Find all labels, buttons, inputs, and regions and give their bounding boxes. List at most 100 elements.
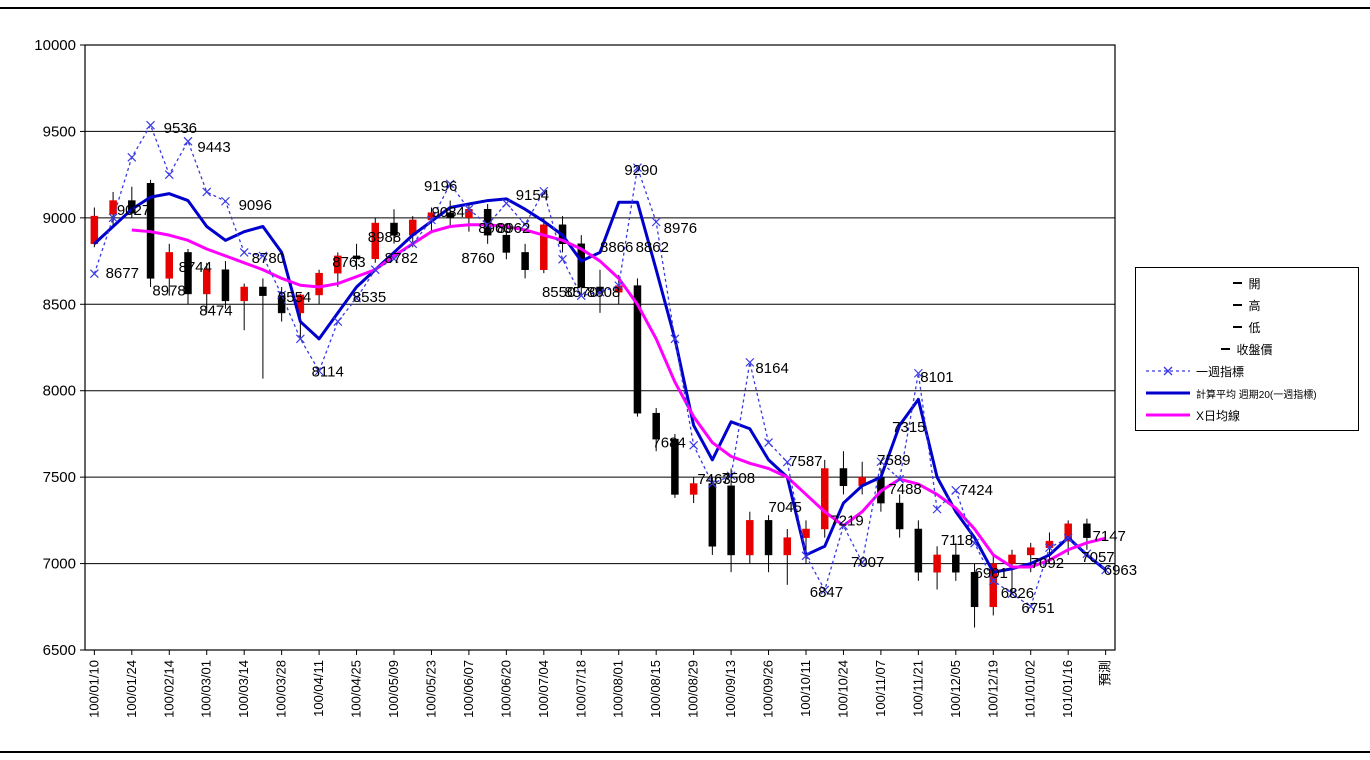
svg-text:9000: 9000: [43, 210, 76, 227]
svg-text:8000: 8000: [43, 383, 76, 400]
svg-text:9096: 9096: [239, 197, 272, 214]
legend-item-close: 收盤價: [1138, 339, 1356, 359]
svg-text:9290: 9290: [624, 162, 657, 179]
legend-label-high: 高: [1248, 298, 1261, 313]
svg-text:6500: 6500: [43, 642, 76, 659]
svg-text:100/12/19: 100/12/19: [985, 660, 1000, 718]
legend-item-moving-average: X日均線: [1138, 405, 1356, 425]
magenta-line-sample-icon: [1146, 413, 1190, 417]
svg-text:8474: 8474: [199, 302, 232, 319]
high-marker-icon: [1233, 304, 1243, 306]
svg-text:8554: 8554: [278, 289, 311, 306]
svg-text:100/03/28: 100/03/28: [274, 660, 289, 718]
svg-text:100/04/25: 100/04/25: [349, 660, 364, 718]
svg-text:8744: 8744: [179, 259, 212, 276]
svg-text:8500: 8500: [43, 296, 76, 313]
svg-text:100/07/18: 100/07/18: [573, 660, 588, 718]
svg-text:8164: 8164: [755, 360, 788, 377]
svg-text:7000: 7000: [43, 556, 76, 573]
svg-text:100/09/26: 100/09/26: [761, 660, 776, 718]
legend-label-moving-average: X日均線: [1196, 408, 1241, 423]
svg-text:7463: 7463: [697, 471, 730, 488]
svg-text:100/03/01: 100/03/01: [199, 660, 214, 718]
svg-text:8866: 8866: [600, 239, 633, 256]
svg-text:7500: 7500: [43, 469, 76, 486]
svg-text:100/06/07: 100/06/07: [461, 660, 476, 718]
svg-text:7007: 7007: [851, 554, 884, 571]
svg-text:7589: 7589: [877, 452, 910, 469]
svg-text:8114: 8114: [312, 364, 344, 381]
svg-text:9154: 9154: [516, 187, 549, 204]
legend-item-open: 開: [1138, 273, 1356, 293]
svg-text:100/04/11: 100/04/11: [311, 660, 326, 717]
svg-text:8535: 8535: [353, 289, 386, 306]
svg-text:6826: 6826: [1001, 585, 1034, 602]
bottom-rule: [0, 751, 1370, 753]
svg-text:9027: 9027: [117, 202, 150, 219]
svg-text:100/06/20: 100/06/20: [498, 660, 513, 718]
svg-text:9500: 9500: [43, 123, 76, 140]
svg-text:9443: 9443: [197, 139, 230, 156]
svg-text:8550: 8550: [542, 284, 575, 301]
legend-label-low: 低: [1248, 320, 1261, 335]
svg-text:7147: 7147: [1093, 528, 1126, 545]
svg-text:6751: 6751: [1021, 600, 1054, 617]
svg-text:9084: 9084: [431, 204, 464, 221]
svg-text:100/10/11: 100/10/11: [798, 660, 813, 717]
svg-text:101/01/16: 101/01/16: [1060, 660, 1075, 718]
low-marker-icon: [1233, 326, 1243, 328]
open-marker-icon: [1233, 282, 1243, 284]
svg-text:預測: 預測: [1098, 660, 1113, 686]
legend-item-low: 低: [1138, 317, 1356, 337]
svg-text:100/08/01: 100/08/01: [611, 660, 626, 718]
svg-text:100/08/15: 100/08/15: [648, 660, 663, 718]
svg-text:8760: 8760: [461, 250, 494, 267]
legend-item-weekly-indicator: 一週指標: [1138, 361, 1356, 381]
svg-text:7587: 7587: [789, 453, 822, 470]
svg-text:8677: 8677: [106, 265, 139, 282]
svg-text:10000: 10000: [34, 37, 76, 54]
svg-text:100/05/23: 100/05/23: [423, 660, 438, 718]
svg-text:8570: 8570: [564, 284, 597, 301]
svg-text:9196: 9196: [424, 178, 457, 195]
close-marker-icon: [1221, 348, 1231, 350]
svg-text:100/09/13: 100/09/13: [723, 660, 738, 718]
svg-text:8862: 8862: [636, 239, 669, 256]
svg-text:6847: 6847: [810, 584, 843, 601]
svg-text:100/11/21: 100/11/21: [910, 660, 925, 717]
svg-text:100/05/09: 100/05/09: [386, 660, 401, 718]
svg-text:7315: 7315: [892, 419, 925, 436]
svg-text:7045: 7045: [769, 499, 802, 516]
svg-text:7219: 7219: [830, 512, 863, 529]
svg-text:100/10/24: 100/10/24: [835, 660, 850, 718]
svg-text:8782: 8782: [385, 250, 418, 267]
svg-text:100/02/14: 100/02/14: [161, 660, 176, 718]
legend-label-open: 開: [1248, 276, 1261, 291]
svg-text:6901: 6901: [975, 565, 1008, 582]
svg-text:100/12/05: 100/12/05: [948, 660, 963, 718]
svg-text:7488: 7488: [888, 481, 921, 498]
svg-text:100/03/14: 100/03/14: [236, 660, 251, 718]
svg-text:100/08/29: 100/08/29: [686, 660, 701, 718]
svg-text:7118: 7118: [941, 532, 973, 549]
svg-text:6963: 6963: [1104, 562, 1137, 579]
legend-item-high: 高: [1138, 295, 1356, 315]
svg-text:100/11/07: 100/11/07: [873, 660, 888, 717]
legend-label-close: 收盤價: [1236, 342, 1273, 357]
svg-text:7508: 7508: [722, 470, 755, 487]
svg-text:8962: 8962: [497, 220, 530, 237]
svg-text:8988: 8988: [368, 229, 401, 246]
svg-text:8763: 8763: [332, 254, 365, 271]
dashed-x-line-sample-icon: [1146, 366, 1190, 376]
thick-blue-line-sample-icon: [1146, 391, 1190, 395]
svg-text:100/07/04: 100/07/04: [536, 660, 551, 718]
legend-label-weekly-indicator: 一週指標: [1196, 364, 1245, 379]
legend-label-average: 計算平均 週期20(一週指標): [1196, 389, 1317, 401]
svg-text:8101: 8101: [920, 369, 953, 386]
svg-text:9536: 9536: [164, 120, 197, 137]
svg-text:7057: 7057: [1081, 549, 1114, 566]
svg-text:101/01/02: 101/01/02: [1023, 660, 1038, 718]
svg-text:100/01/10: 100/01/10: [86, 660, 101, 718]
svg-text:8978: 8978: [152, 282, 185, 299]
